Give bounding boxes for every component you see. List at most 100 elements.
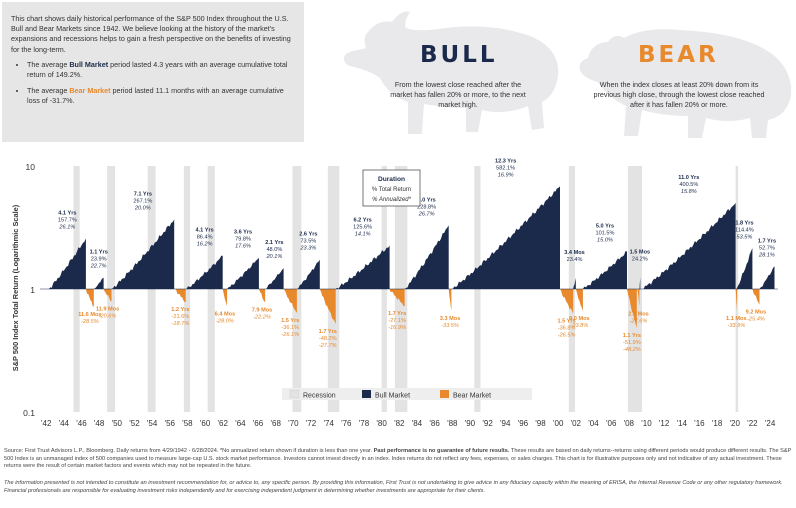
bullet-bear-term: Bear Market xyxy=(69,86,111,96)
bull-annualized-label: 16.9% xyxy=(498,172,514,178)
bear-duration-label: 11.6 Mos xyxy=(78,312,101,318)
duration-key-title: Duration xyxy=(378,176,405,183)
bull-market-area xyxy=(759,266,775,289)
bear-total-label: -27.1% xyxy=(388,318,406,324)
bull-annualized-label: 17.6% xyxy=(235,244,251,250)
axes: S&P 500 Index Total Return (Logarithmic … xyxy=(11,162,778,418)
bear-market-area xyxy=(103,289,112,302)
bull-annualized-label: 23.3% xyxy=(299,246,316,252)
bull-market-area xyxy=(573,277,576,289)
source-footnote: Source: First Trust Advisors L.P., Bloom… xyxy=(4,448,792,471)
bull-annualized-label: 20.1% xyxy=(265,254,282,260)
bull-annualized-label: 15.0% xyxy=(597,238,613,244)
x-tick-label: '54 xyxy=(147,419,158,428)
bear-annualized-label: -18.7% xyxy=(171,321,189,327)
disclaimer-footnote: The information presented is not intende… xyxy=(4,480,792,495)
bull-market-area xyxy=(265,268,284,289)
bull-duration-label: 1.7 Yrs xyxy=(758,238,776,244)
bull-description: From the lowest close reached after the … xyxy=(390,80,526,110)
x-tick-label: '10 xyxy=(641,419,652,428)
x-tick-label: '88 xyxy=(447,419,458,428)
bear-description: When the index closes at least 20% down … xyxy=(593,80,765,110)
bull-market-area xyxy=(227,257,259,289)
bull-duration-label: 1.5 Mos xyxy=(630,249,651,255)
x-tick-label: '24 xyxy=(765,419,776,428)
bear-loss-label: -28.5% xyxy=(81,319,99,325)
x-tick-label: '80 xyxy=(376,419,387,428)
bull-silhouette-icon xyxy=(343,11,559,134)
bull-total-label: 52.7% xyxy=(759,245,775,251)
x-tick-label: '60 xyxy=(200,419,211,428)
bull-total-label: 24.2% xyxy=(632,256,648,262)
bear-duration-label: 7.9 Mos xyxy=(252,307,273,313)
x-tick-label: '74 xyxy=(323,419,334,428)
bear-market-area xyxy=(283,289,297,313)
bear-duration-label: 1.2 Yrs xyxy=(171,307,189,313)
x-tick-label: '82 xyxy=(394,419,405,428)
x-tick-label: '14 xyxy=(677,419,688,428)
bull-duration-label: 4.1 Yrs xyxy=(58,210,76,216)
bear-total-label: -36.1% xyxy=(281,325,299,331)
bear-duration-label: 6.4 Mos xyxy=(215,312,236,318)
intro-text: This chart shows daily historical perfor… xyxy=(11,14,291,54)
legend-bull-label: Bull Market xyxy=(375,393,410,400)
source-lead: Source: First Trust Advisors L.P., Bloom… xyxy=(4,448,373,454)
x-tick-label: '12 xyxy=(659,419,670,428)
bear-duration-label: 1.5 Yrs xyxy=(281,318,299,324)
bear-total-label: -21.6% xyxy=(171,314,189,320)
bull-market-area xyxy=(111,219,175,289)
bull-total-label: 48.0% xyxy=(266,247,282,253)
bear-heading: BEAR xyxy=(638,42,719,68)
x-tick-label: '04 xyxy=(588,419,599,428)
bear-loss-label: -33.5% xyxy=(441,323,459,329)
bear-loss-label: -22.2% xyxy=(253,314,271,320)
bull-duration-label: 3.4 Mos xyxy=(564,250,585,256)
legend-bear-swatch xyxy=(440,390,449,398)
bull-duration-label: 11.0 Yrs xyxy=(678,175,699,181)
bull-duration-label: 1.8 Yrs xyxy=(735,220,753,226)
bear-market-area xyxy=(319,289,336,325)
bear-market-area xyxy=(575,289,583,311)
bull-market-area xyxy=(186,255,223,289)
bull-duration-label: 12.3 Yrs xyxy=(495,158,516,164)
bull-market-area xyxy=(642,203,736,289)
x-tick-label: '48 xyxy=(94,419,105,428)
x-tick-label: '98 xyxy=(535,419,546,428)
bear-duration-label: 1.7 Yrs xyxy=(319,329,337,335)
bear-annualized-label: -26.1% xyxy=(281,332,299,338)
bear-loss-label: -27.6% xyxy=(630,318,648,324)
bull-duration-label: 7.1 Yrs xyxy=(134,192,152,198)
bear-loss-label: -20.6% xyxy=(99,313,117,319)
legend-recession-label: Recession xyxy=(303,393,336,400)
bullet-bear-post: period lasted 11.1 months with an averag… xyxy=(27,86,284,106)
intro-box: This chart shows daily historical perfor… xyxy=(2,2,304,142)
x-tick-label: '00 xyxy=(553,419,564,428)
bull-duration-label: 5.0 Yrs xyxy=(596,224,614,230)
x-tick-label: '86 xyxy=(429,419,440,428)
bull-duration-label: 1.1 Yrs xyxy=(90,250,108,256)
bear-loss-label: -25.4% xyxy=(747,317,765,323)
bear-market-area xyxy=(448,289,452,311)
bear-market-area xyxy=(389,289,405,307)
bear-duration-label: 1.5 Yrs xyxy=(557,319,575,325)
x-tick-label: '90 xyxy=(465,419,476,428)
bull-total-label: 125.6% xyxy=(353,225,372,231)
bear-market-area xyxy=(735,289,737,312)
bullet-bull-pre: The average xyxy=(27,59,68,69)
x-tick-label: '72 xyxy=(306,419,317,428)
bull-market-area xyxy=(639,277,641,289)
y-tick-10: 10 xyxy=(26,162,36,172)
x-tick-label: '68 xyxy=(270,419,281,428)
bull-annualized-label: 22.7% xyxy=(90,264,107,270)
x-tick-label: '70 xyxy=(288,419,299,428)
bear-market-area xyxy=(627,289,637,329)
bull-duration-label: 5.0 Yrs xyxy=(418,197,436,203)
bull-total-label: 101.5% xyxy=(595,231,614,237)
x-tick-label: '06 xyxy=(606,419,617,428)
bear-annualized-label: -16.9% xyxy=(388,325,406,331)
x-tick-label: '18 xyxy=(712,419,723,428)
bear-loss-label: -28.0% xyxy=(216,319,234,325)
bear-duration-label: 1.1 Yrs xyxy=(623,333,641,339)
